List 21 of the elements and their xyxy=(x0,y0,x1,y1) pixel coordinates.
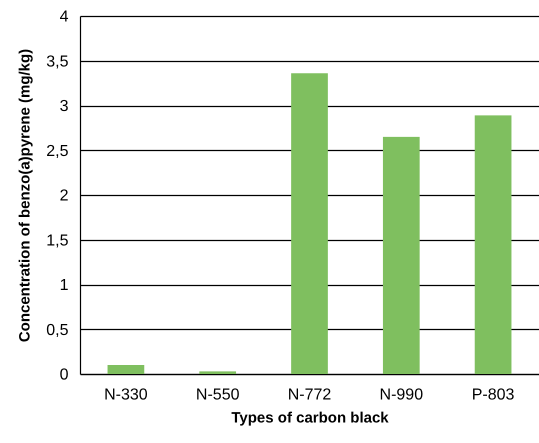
bar xyxy=(199,371,236,374)
y-axis-title: Concentration of benzo(a)pyrene (mg/kg) xyxy=(16,48,34,342)
y-tick-label: 2 xyxy=(60,188,69,204)
y-tick-label: 3 xyxy=(60,98,69,115)
bar xyxy=(382,136,420,374)
y-tick-label: 0 xyxy=(60,366,69,384)
x-axis-title: Types of carbon black xyxy=(231,410,390,426)
y-tick-label: 3,5 xyxy=(46,53,69,70)
y-tick-label: 2,5 xyxy=(46,142,69,160)
x-tick-label: N-550 xyxy=(196,386,240,404)
y-tick-label: 0,5 xyxy=(46,322,69,339)
x-tick-label: N-990 xyxy=(380,386,424,404)
x-tick-label: N-330 xyxy=(104,386,148,404)
bar xyxy=(108,365,144,374)
bar xyxy=(474,115,512,374)
y-tick-label: 1 xyxy=(60,277,69,294)
x-tick-label: N-772 xyxy=(288,386,332,404)
y-tick-label: 1,5 xyxy=(46,232,69,250)
bar xyxy=(291,73,328,374)
y-tick-label: 4 xyxy=(60,8,69,26)
x-tick-label: P-803 xyxy=(472,386,515,404)
